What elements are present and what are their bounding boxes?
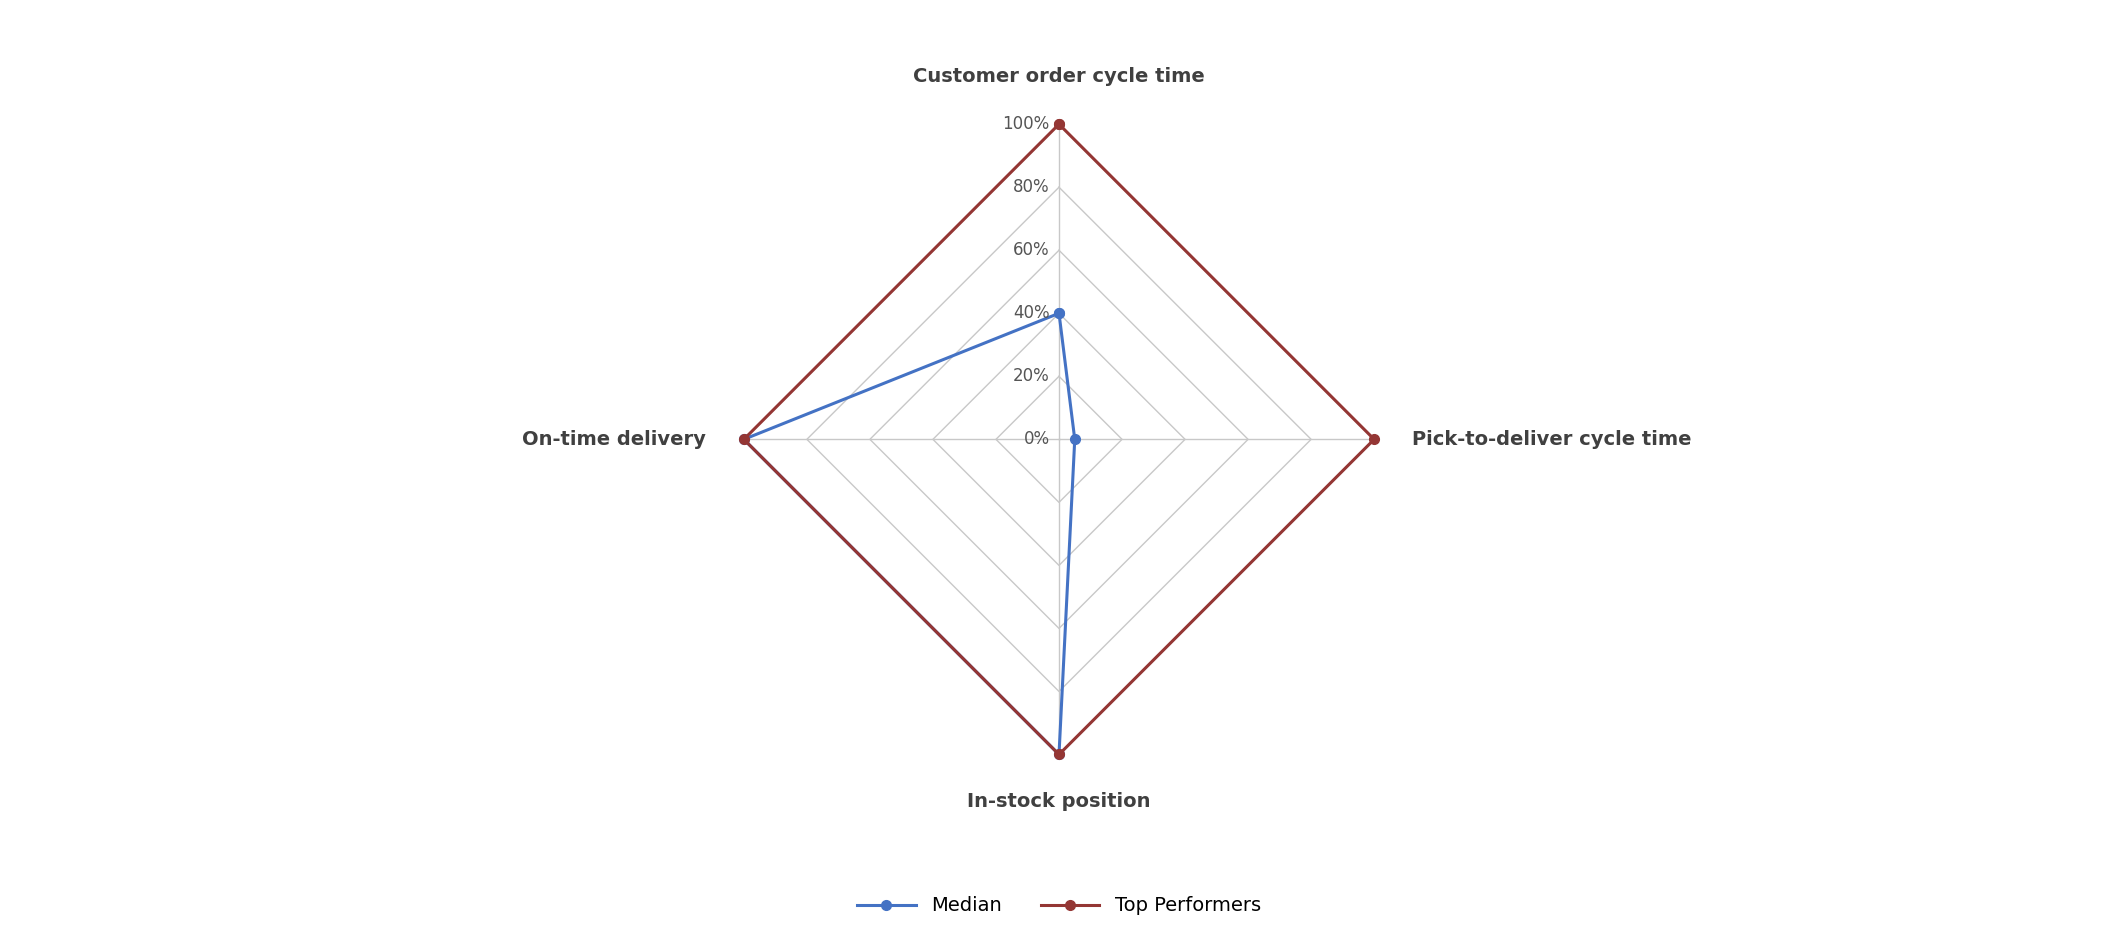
Text: 0%: 0%: [1023, 431, 1051, 448]
Text: Customer order cycle time: Customer order cycle time: [913, 68, 1205, 86]
Text: 20%: 20%: [1012, 368, 1051, 385]
Text: In-stock position: In-stock position: [968, 793, 1150, 811]
Median: [1046, 307, 1072, 319]
Text: Pick-to-deliver cycle time: Pick-to-deliver cycle time: [1413, 430, 1692, 449]
Top Performers: [1046, 119, 1072, 130]
Top Performers: [1362, 433, 1387, 444]
Text: 40%: 40%: [1012, 305, 1051, 322]
Text: On-time delivery: On-time delivery: [523, 430, 705, 449]
Top Performers: [1046, 749, 1072, 760]
Median: [1046, 307, 1072, 319]
Text: 100%: 100%: [1002, 115, 1051, 133]
Top Performers: [1046, 119, 1072, 130]
Top Performers: [731, 433, 756, 444]
Median: [1046, 749, 1072, 760]
Text: 80%: 80%: [1012, 178, 1051, 196]
Line: Median: Median: [739, 308, 1080, 759]
Text: 60%: 60%: [1012, 242, 1051, 259]
Line: Top Performers: Top Performers: [739, 119, 1379, 759]
Median: [1061, 433, 1087, 444]
Legend: Median, Top Performers: Median, Top Performers: [849, 889, 1269, 923]
Median: [731, 433, 756, 444]
